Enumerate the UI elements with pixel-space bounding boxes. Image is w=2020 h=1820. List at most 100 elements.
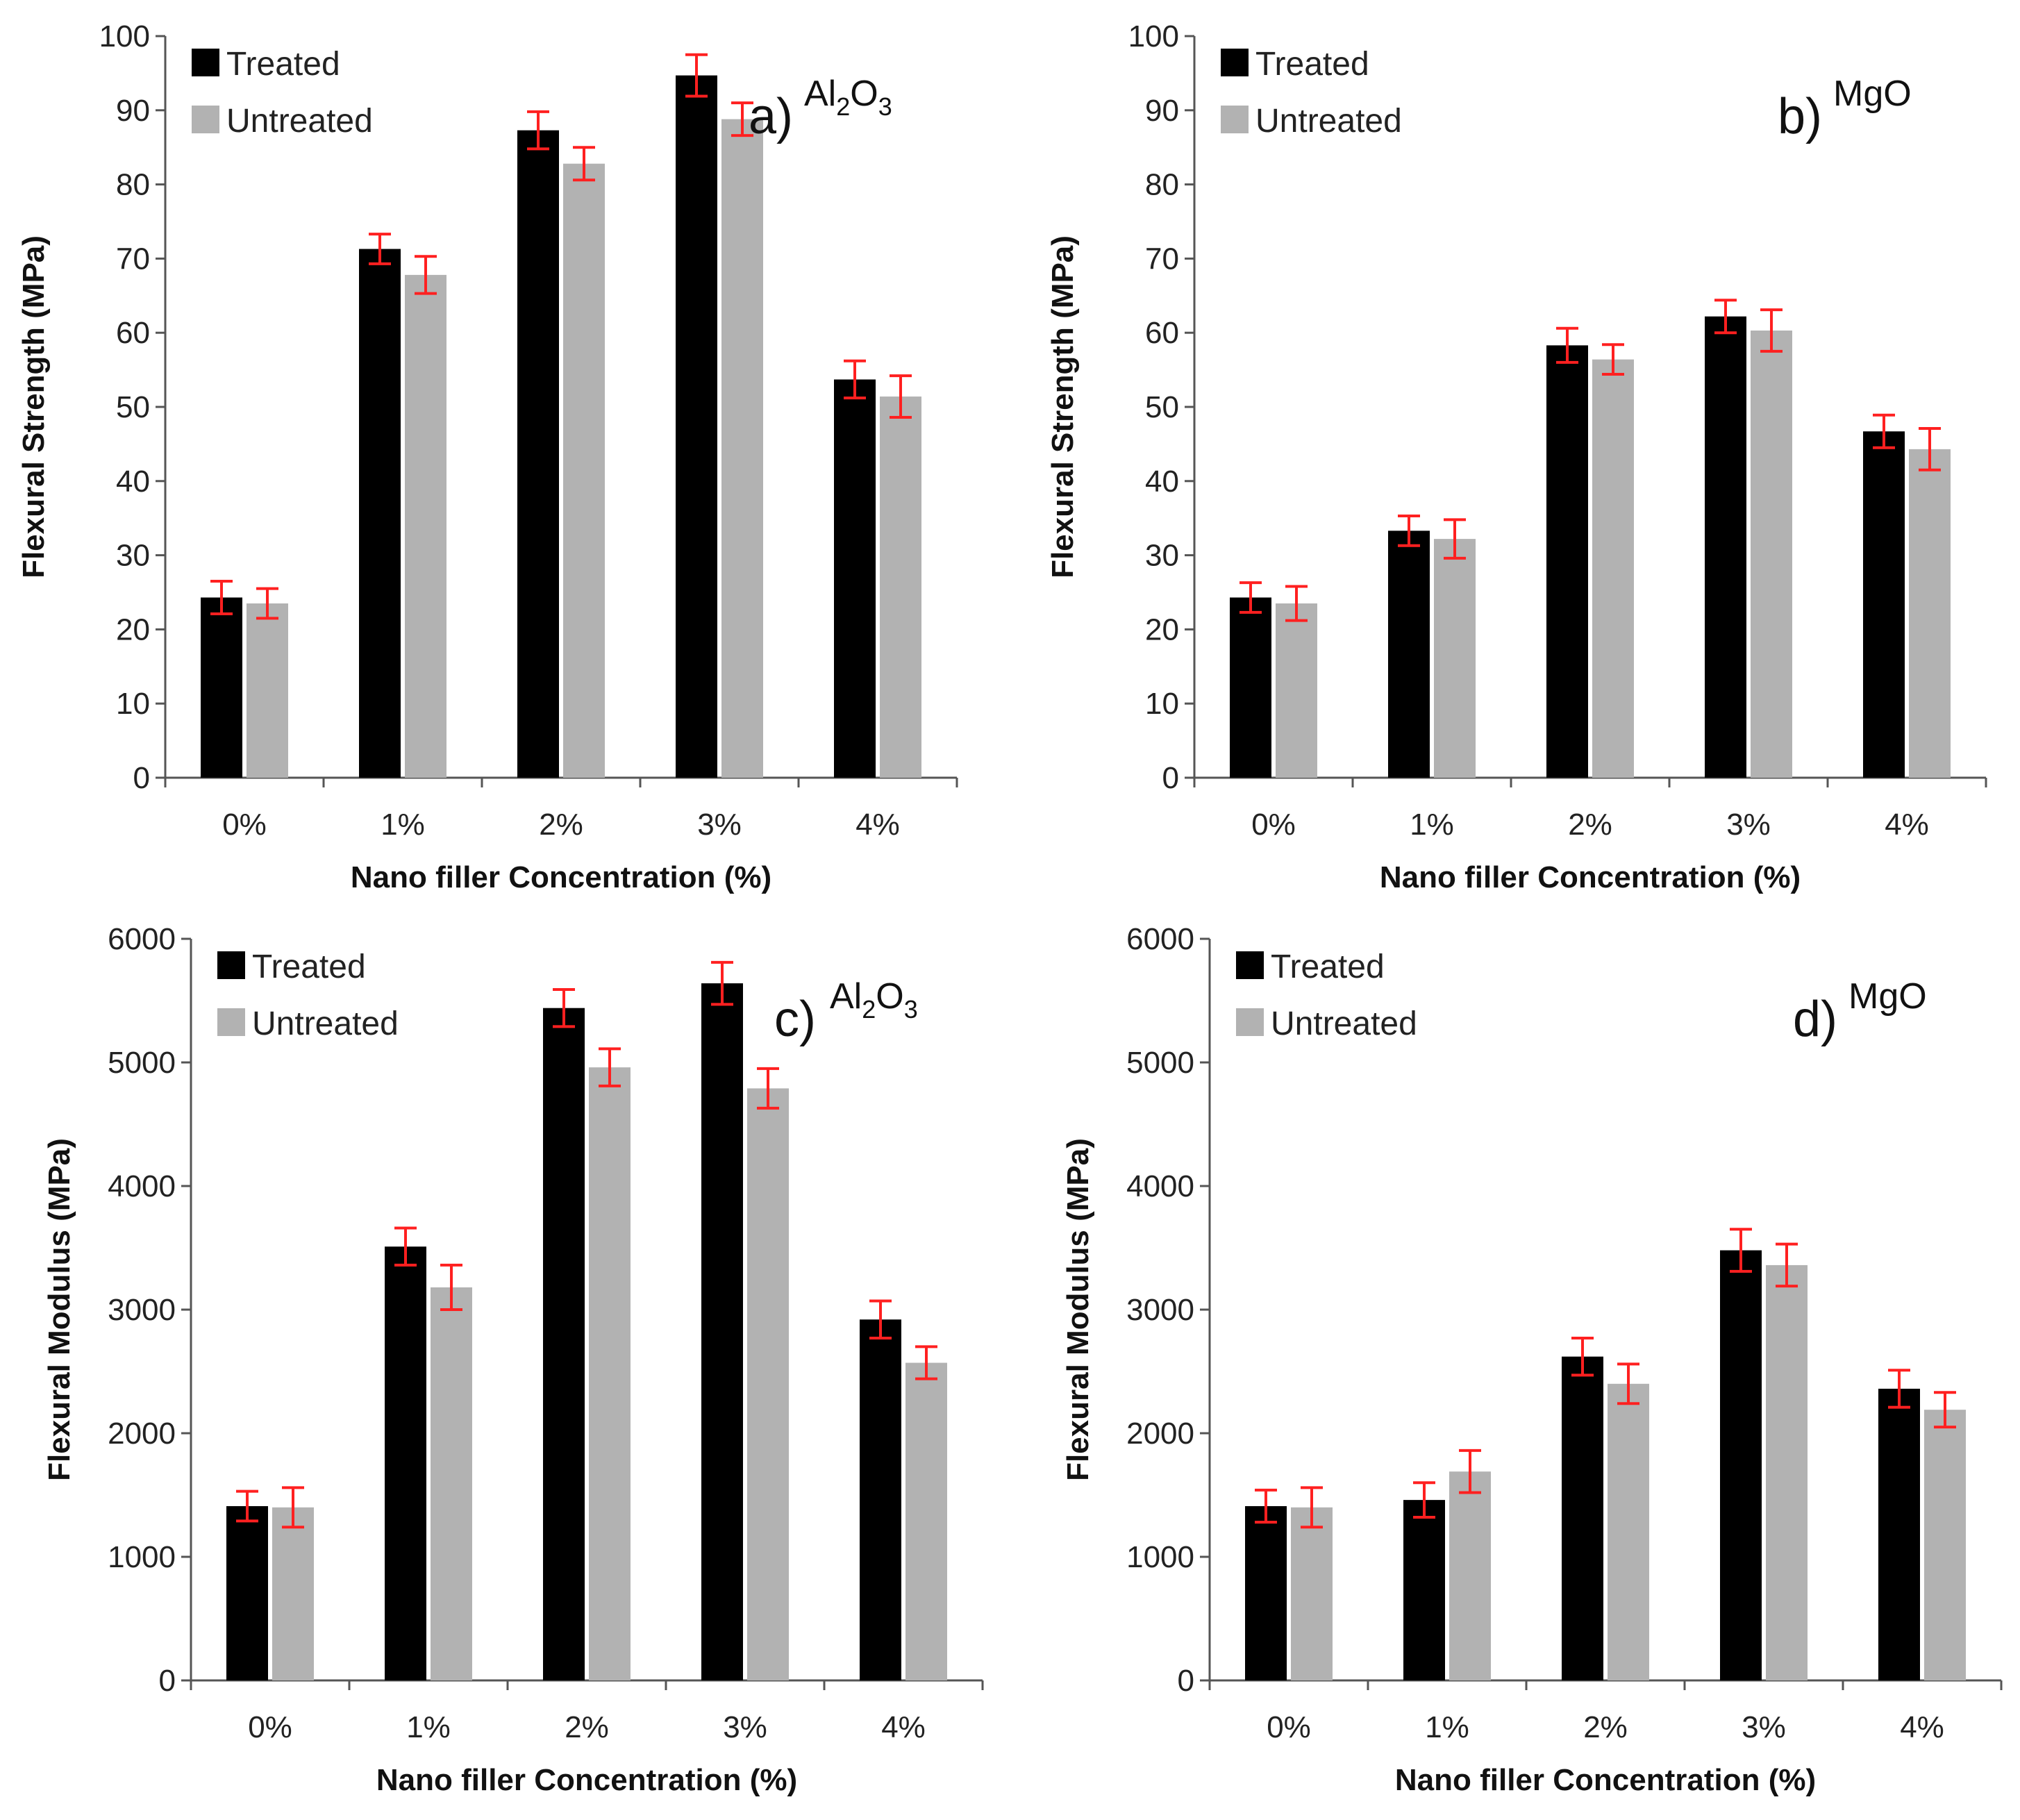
- y-tick-label: 10: [1145, 687, 1179, 721]
- bar-untreated-0pct: [272, 1507, 314, 1680]
- x-tick-label: 4%: [855, 808, 900, 842]
- bar-treated-2pct: [1546, 345, 1588, 778]
- bar-untreated-2pct: [1608, 1383, 1649, 1680]
- legend: Treated Untreated: [1236, 949, 1417, 1042]
- x-tick-label: 1%: [1425, 1710, 1469, 1744]
- legend-label-treated: Treated: [1271, 949, 1385, 985]
- bar-untreated-4pct: [880, 396, 921, 778]
- x-tick-label: 4%: [881, 1710, 926, 1744]
- legend-label-untreated: Untreated: [252, 1005, 399, 1042]
- y-tick-label: 30: [1145, 539, 1179, 573]
- y-tick-label: 30: [116, 539, 150, 573]
- bar-treated-4pct: [1878, 1388, 1920, 1680]
- legend: Treated Untreated: [1221, 46, 1402, 140]
- y-tick-label: 80: [116, 168, 150, 202]
- y-tick-label: 60: [1145, 316, 1179, 350]
- y-tick-label: 50: [1145, 390, 1179, 424]
- y-tick-label: 6000: [108, 922, 176, 956]
- y-tick-label: 70: [116, 242, 150, 276]
- bar-treated-0pct: [1230, 597, 1271, 778]
- y-tick-label: 2000: [1126, 1417, 1194, 1451]
- y-axis-title: Flexural Modulus (MPa): [1061, 1138, 1095, 1481]
- y-tick-label: 20: [116, 612, 150, 646]
- y-tick-label: 0: [159, 1664, 176, 1698]
- legend-swatch-treated: [217, 951, 245, 979]
- x-tick-label: 2%: [539, 808, 583, 842]
- x-axis-title: Nano filler Concentration (%): [351, 860, 771, 894]
- x-axis-title: Nano filler Concentration (%): [1395, 1763, 1816, 1797]
- legend-swatch-untreated: [1236, 1008, 1264, 1036]
- y-tick-label: 1000: [108, 1540, 176, 1574]
- chart-panel-a: 0 10 20 30 40 50 60 70 80 90 100 0% 1% 2% 3% 4% Nano fil…: [17, 19, 958, 894]
- material-formula-base: MgO: [1833, 74, 1912, 114]
- bar-untreated-1pct: [431, 1287, 472, 1680]
- y-axis-title: Flexural Strength (MPa): [17, 235, 51, 578]
- y-tick-label: 1000: [1126, 1540, 1194, 1574]
- y-tick-label: 90: [1145, 94, 1179, 128]
- x-tick-label: 3%: [723, 1710, 767, 1744]
- panel-label: d): [1793, 992, 1837, 1047]
- legend-label-treated: Treated: [226, 46, 340, 83]
- legend-label-treated: Treated: [252, 949, 366, 985]
- bar-treated-2pct: [543, 1008, 585, 1680]
- legend-label-treated: Treated: [1255, 46, 1369, 83]
- bar-treated-4pct: [860, 1319, 901, 1680]
- x-tick-label: 3%: [697, 808, 742, 842]
- panel-label: b): [1778, 89, 1822, 144]
- x-tick-label: 3%: [1726, 808, 1771, 842]
- x-tick-label: 0%: [222, 808, 267, 842]
- material-formula-base: Al: [830, 976, 862, 1017]
- y-tick-label: 90: [116, 94, 150, 128]
- bar-untreated-2pct: [589, 1067, 631, 1680]
- bar-treated-1pct: [1403, 1500, 1445, 1680]
- x-tick-label: 4%: [1900, 1710, 1944, 1744]
- panel-label: c): [774, 992, 816, 1047]
- y-tick-label: 2000: [108, 1417, 176, 1451]
- y-tick-label: 80: [1145, 168, 1179, 202]
- y-tick-label: 3000: [108, 1293, 176, 1327]
- x-tick-label: 0%: [1251, 808, 1296, 842]
- bar-treated-3pct: [676, 75, 717, 778]
- x-tick-label: 2%: [565, 1710, 609, 1744]
- bar-untreated-3pct: [747, 1088, 789, 1680]
- material-formula-element: O: [876, 976, 903, 1017]
- bar-treated-1pct: [1388, 531, 1430, 778]
- x-tick-label: 1%: [1410, 808, 1454, 842]
- material-formula-subscript: 3: [878, 92, 892, 121]
- y-tick-label: 20: [1145, 612, 1179, 646]
- legend-swatch-treated: [192, 49, 219, 76]
- legend: Treated Untreated: [217, 949, 399, 1042]
- material-formula-base: MgO: [1848, 976, 1927, 1017]
- y-tick-label: 0: [1178, 1664, 1194, 1698]
- material-formula-subscript: 2: [862, 995, 876, 1024]
- chart-panel-b: 0 10 20 30 40 50 60 70 80 90 100 0% 1% 2% 3% 4% Nano fil…: [1046, 19, 1987, 894]
- x-tick-label: 4%: [1885, 808, 1929, 842]
- x-axis-title: Nano filler Concentration (%): [376, 1763, 797, 1797]
- bar-untreated-3pct: [1751, 330, 1792, 778]
- bar-treated-3pct: [701, 983, 743, 1680]
- bar-untreated-0pct: [1291, 1507, 1333, 1680]
- bar-untreated-2pct: [1592, 359, 1634, 778]
- x-tick-label: 2%: [1568, 808, 1612, 842]
- y-axis-title: Flexural Modulus (MPa): [42, 1138, 76, 1481]
- bar-untreated-3pct: [721, 119, 763, 778]
- y-tick-label: 40: [1145, 465, 1179, 499]
- y-tick-label: 5000: [108, 1046, 176, 1080]
- bar-treated-4pct: [1863, 431, 1905, 778]
- y-tick-label: 40: [116, 465, 150, 499]
- y-tick-label: 0: [133, 761, 150, 795]
- x-tick-label: 0%: [1267, 1710, 1311, 1744]
- bar-untreated-2pct: [563, 163, 605, 778]
- bar-untreated-1pct: [1434, 539, 1476, 778]
- x-tick-label: 1%: [381, 808, 425, 842]
- material-formula-element: O: [850, 74, 878, 114]
- material-formula-subscript: 3: [904, 995, 918, 1024]
- legend-label-untreated: Untreated: [1271, 1005, 1417, 1042]
- y-tick-label: 100: [99, 19, 150, 53]
- x-tick-label: 0%: [248, 1710, 292, 1744]
- material-formula-base: Al: [804, 74, 836, 114]
- material-formula: Al2O3: [804, 74, 892, 121]
- bar-treated-0pct: [1245, 1506, 1287, 1680]
- bar-untreated-0pct: [247, 603, 288, 778]
